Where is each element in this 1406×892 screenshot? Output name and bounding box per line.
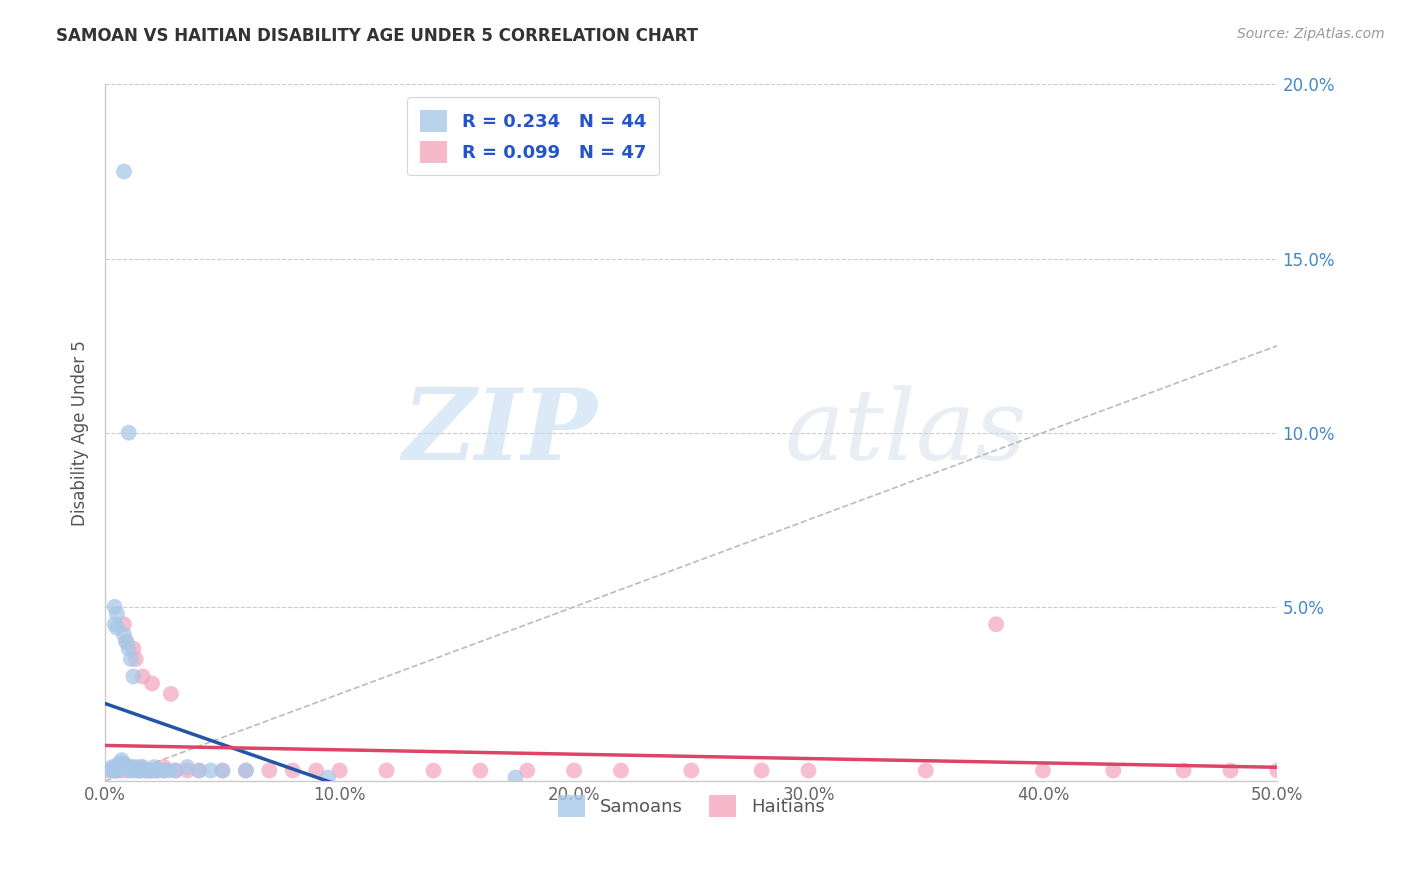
- Point: [125, 652, 148, 666]
- Point: [136, 764, 159, 778]
- Point: [129, 764, 152, 778]
- Point: [329, 764, 352, 778]
- Point: [1267, 764, 1289, 778]
- Point: [115, 760, 138, 774]
- Point: [101, 760, 124, 774]
- Point: [751, 764, 773, 778]
- Point: [132, 669, 155, 683]
- Point: [1032, 764, 1054, 778]
- Point: [129, 764, 152, 778]
- Point: [115, 634, 138, 648]
- Point: [105, 621, 128, 635]
- Point: [111, 756, 134, 771]
- Point: [129, 760, 152, 774]
- Point: [188, 764, 211, 778]
- Point: [1173, 764, 1195, 778]
- Point: [111, 753, 134, 767]
- Point: [211, 764, 233, 778]
- Point: [165, 764, 187, 778]
- Point: [1219, 764, 1241, 778]
- Point: [143, 760, 166, 774]
- Text: Source: ZipAtlas.com: Source: ZipAtlas.com: [1237, 27, 1385, 41]
- Point: [160, 687, 183, 701]
- Point: [108, 760, 131, 774]
- Point: [211, 764, 233, 778]
- Point: [104, 764, 127, 778]
- Point: [101, 764, 124, 778]
- Point: [516, 764, 538, 778]
- Point: [105, 607, 128, 621]
- Point: [165, 764, 187, 778]
- Point: [118, 764, 141, 778]
- Point: [122, 669, 145, 683]
- Point: [108, 760, 131, 774]
- Point: [235, 764, 257, 778]
- Text: atlas: atlas: [785, 385, 1028, 481]
- Point: [118, 764, 141, 778]
- Point: [316, 771, 339, 785]
- Point: [105, 764, 128, 778]
- Point: [108, 756, 131, 771]
- Point: [120, 652, 142, 666]
- Point: [118, 425, 141, 440]
- Point: [797, 764, 820, 778]
- Point: [235, 764, 257, 778]
- Point: [98, 764, 121, 778]
- Legend: Samoans, Haitians: Samoans, Haitians: [551, 788, 832, 824]
- Point: [136, 764, 159, 778]
- Point: [375, 764, 398, 778]
- Point: [112, 756, 135, 771]
- Point: [118, 641, 141, 656]
- Point: [562, 764, 585, 778]
- Point: [422, 764, 444, 778]
- Point: [104, 617, 127, 632]
- Point: [176, 764, 198, 778]
- Point: [125, 760, 148, 774]
- Y-axis label: Disability Age Under 5: Disability Age Under 5: [72, 340, 89, 525]
- Point: [188, 764, 211, 778]
- Point: [104, 760, 127, 774]
- Point: [111, 764, 134, 778]
- Point: [153, 764, 176, 778]
- Point: [132, 760, 155, 774]
- Point: [146, 764, 169, 778]
- Text: ZIP: ZIP: [402, 384, 598, 481]
- Point: [141, 764, 163, 778]
- Text: SAMOAN VS HAITIAN DISABILITY AGE UNDER 5 CORRELATION CHART: SAMOAN VS HAITIAN DISABILITY AGE UNDER 5…: [56, 27, 699, 45]
- Point: [139, 764, 162, 778]
- Point: [470, 764, 492, 778]
- Point: [112, 617, 135, 632]
- Point: [305, 764, 328, 778]
- Point: [984, 617, 1007, 632]
- Point: [134, 764, 156, 778]
- Point: [104, 599, 127, 614]
- Point: [281, 764, 304, 778]
- Point: [146, 764, 169, 778]
- Point: [505, 771, 527, 785]
- Point: [1102, 764, 1125, 778]
- Point: [122, 764, 145, 778]
- Point: [176, 760, 198, 774]
- Point: [259, 764, 281, 778]
- Point: [141, 676, 163, 690]
- Point: [120, 760, 142, 774]
- Point: [127, 764, 149, 778]
- Point: [120, 760, 142, 774]
- Point: [141, 764, 163, 778]
- Point: [127, 764, 149, 778]
- Point: [914, 764, 936, 778]
- Point: [115, 634, 138, 648]
- Point: [153, 760, 176, 774]
- Point: [105, 764, 128, 778]
- Point: [112, 628, 135, 642]
- Point: [112, 164, 135, 178]
- Point: [122, 641, 145, 656]
- Point: [681, 764, 703, 778]
- Point: [200, 764, 222, 778]
- Point: [157, 764, 180, 778]
- Point: [153, 764, 176, 778]
- Point: [610, 764, 633, 778]
